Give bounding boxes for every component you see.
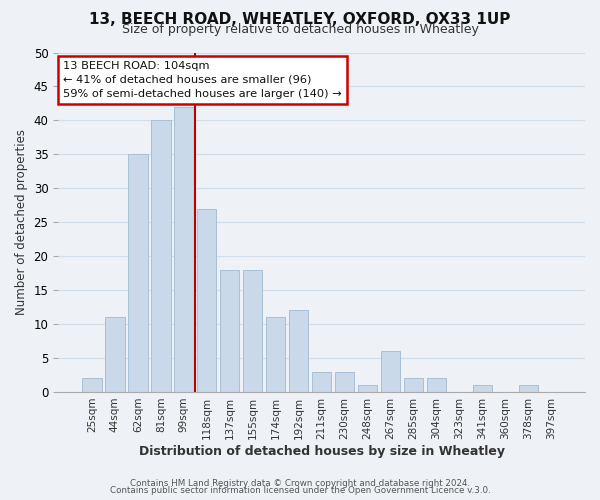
X-axis label: Distribution of detached houses by size in Wheatley: Distribution of detached houses by size … xyxy=(139,444,505,458)
Text: Size of property relative to detached houses in Wheatley: Size of property relative to detached ho… xyxy=(122,22,478,36)
Bar xyxy=(381,351,400,392)
Y-axis label: Number of detached properties: Number of detached properties xyxy=(15,129,28,315)
Bar xyxy=(105,318,125,392)
Text: Contains HM Land Registry data © Crown copyright and database right 2024.: Contains HM Land Registry data © Crown c… xyxy=(130,478,470,488)
Bar xyxy=(266,318,286,392)
Bar xyxy=(174,107,194,392)
Bar xyxy=(220,270,239,392)
Bar xyxy=(404,378,423,392)
Bar xyxy=(358,385,377,392)
Bar xyxy=(427,378,446,392)
Bar xyxy=(289,310,308,392)
Bar xyxy=(82,378,101,392)
Bar xyxy=(473,385,492,392)
Text: Contains public sector information licensed under the Open Government Licence v.: Contains public sector information licen… xyxy=(110,486,490,495)
Bar xyxy=(243,270,262,392)
Bar xyxy=(312,372,331,392)
Text: 13, BEECH ROAD, WHEATLEY, OXFORD, OX33 1UP: 13, BEECH ROAD, WHEATLEY, OXFORD, OX33 1… xyxy=(89,12,511,28)
Bar xyxy=(335,372,355,392)
Text: 13 BEECH ROAD: 104sqm
← 41% of detached houses are smaller (96)
59% of semi-deta: 13 BEECH ROAD: 104sqm ← 41% of detached … xyxy=(64,61,342,99)
Bar xyxy=(128,154,148,392)
Bar xyxy=(197,208,217,392)
Bar xyxy=(151,120,170,392)
Bar xyxy=(518,385,538,392)
